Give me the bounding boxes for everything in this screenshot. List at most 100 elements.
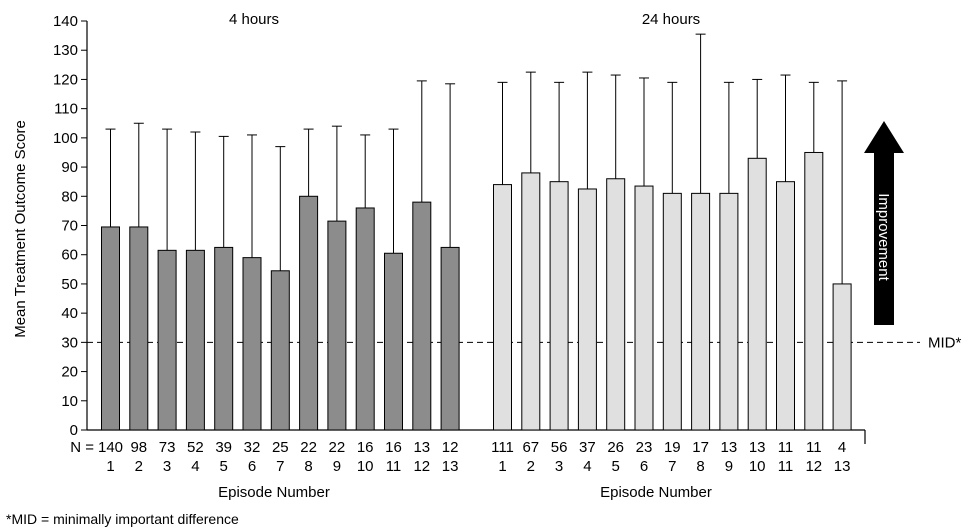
y-axis-label: Mean Treatment Outcome Score	[12, 120, 29, 338]
n-label: 19	[664, 439, 681, 456]
x-axis-label-4-hours: Episode Number	[218, 484, 330, 501]
n-label: 4	[838, 439, 846, 456]
y-tick-label: 30	[61, 334, 78, 351]
bar	[355, 207, 375, 431]
bar	[549, 181, 569, 431]
y-tick-label: 120	[53, 71, 78, 88]
episode-label: 12	[413, 458, 430, 475]
n-label: 16	[385, 439, 402, 456]
x-axis-labels: 1401982733524395326257228229161016111312…	[98, 439, 850, 475]
n-prefix: N =	[70, 439, 94, 456]
bar	[214, 246, 234, 431]
episode-label: 6	[248, 458, 256, 475]
y-tick-label: 100	[53, 130, 78, 147]
y-tick-label: 140	[53, 13, 78, 30]
n-label: 56	[551, 439, 568, 456]
episode-label: 4	[583, 458, 591, 475]
n-label: 26	[607, 439, 624, 456]
n-label: 17	[692, 439, 709, 456]
n-label: 12	[442, 439, 459, 456]
episode-label: 11	[386, 458, 402, 475]
episode-label: 9	[333, 458, 341, 475]
episode-label: 4	[191, 458, 199, 475]
bars	[101, 33, 852, 431]
episode-label: 11	[778, 458, 794, 475]
bar	[101, 226, 120, 431]
episode-label: 8	[304, 458, 312, 475]
episode-label: 2	[135, 458, 143, 475]
x-axis-label-24-hours: Episode Number	[600, 484, 712, 501]
n-label: 67	[522, 439, 539, 456]
episode-label: 8	[696, 458, 704, 475]
episode-label: 1	[106, 458, 114, 475]
n-label: 98	[130, 439, 147, 456]
improvement-label: Improvement	[875, 193, 892, 281]
episode-label: 10	[749, 458, 766, 475]
y-tick-label: 110	[54, 101, 78, 118]
n-label: 22	[300, 439, 317, 456]
bar	[129, 226, 149, 431]
y-tick-label: 0	[70, 422, 78, 439]
n-label: 52	[187, 439, 204, 456]
bar	[157, 249, 177, 431]
bar	[270, 270, 290, 431]
episode-label: 13	[442, 458, 459, 475]
episode-label: 7	[668, 458, 676, 475]
episode-label: 12	[805, 458, 822, 475]
y-tick-label: 70	[61, 218, 78, 235]
bar	[327, 220, 347, 431]
bar	[804, 151, 824, 431]
bar	[185, 249, 205, 431]
n-label: 22	[329, 439, 346, 456]
episode-label: 2	[527, 458, 535, 475]
mid-label: MID*	[928, 334, 961, 351]
y-axis: 0 10 20 30 40 50 60 70 80 90 100 110 120 130 140	[53, 13, 866, 444]
n-label: 140	[98, 439, 123, 456]
y-tick-label: 130	[53, 42, 78, 59]
y-tick-label: 80	[61, 188, 78, 205]
y-tick-label: 90	[61, 159, 78, 176]
footnote: *MID = minimally important difference	[6, 511, 239, 527]
episode-label: 3	[555, 458, 563, 475]
bar	[493, 184, 512, 431]
group-label-24-hours: 24 hours	[642, 11, 700, 28]
y-tick-label: 50	[61, 276, 78, 293]
bar	[719, 192, 739, 431]
y-tick-label: 60	[61, 247, 78, 264]
n-label: 111	[491, 439, 514, 456]
n-label: 32	[244, 439, 261, 456]
bar	[634, 185, 654, 431]
n-label: 25	[272, 439, 289, 456]
episode-label: 5	[612, 458, 620, 475]
n-label: 37	[579, 439, 596, 456]
episode-label: 3	[163, 458, 171, 475]
y-tick-label: 10	[61, 393, 78, 410]
n-label: 13	[749, 439, 766, 456]
improvement-arrow: Improvement	[864, 121, 904, 325]
n-label: 13	[413, 439, 430, 456]
bar	[606, 178, 626, 431]
group-label-4-hours: 4 hours	[229, 11, 279, 28]
bar	[412, 201, 432, 431]
episode-label: 10	[357, 458, 374, 475]
episode-label: 1	[498, 458, 506, 475]
y-tick-label: 20	[61, 364, 78, 381]
n-label: 11	[778, 439, 794, 456]
arrow-up-icon	[864, 121, 904, 325]
n-label: 23	[636, 439, 653, 456]
episode-label: 13	[834, 458, 851, 475]
bar	[662, 192, 682, 431]
bar	[521, 172, 541, 431]
episode-label: 6	[640, 458, 648, 475]
bar	[242, 257, 262, 431]
bar	[747, 157, 767, 431]
bar	[776, 181, 795, 431]
bar	[384, 252, 403, 431]
n-label: 73	[159, 439, 176, 456]
n-label: 13	[721, 439, 738, 456]
bar	[440, 246, 460, 431]
n-label: 16	[357, 439, 374, 456]
bar	[691, 192, 711, 431]
bar	[299, 195, 319, 431]
